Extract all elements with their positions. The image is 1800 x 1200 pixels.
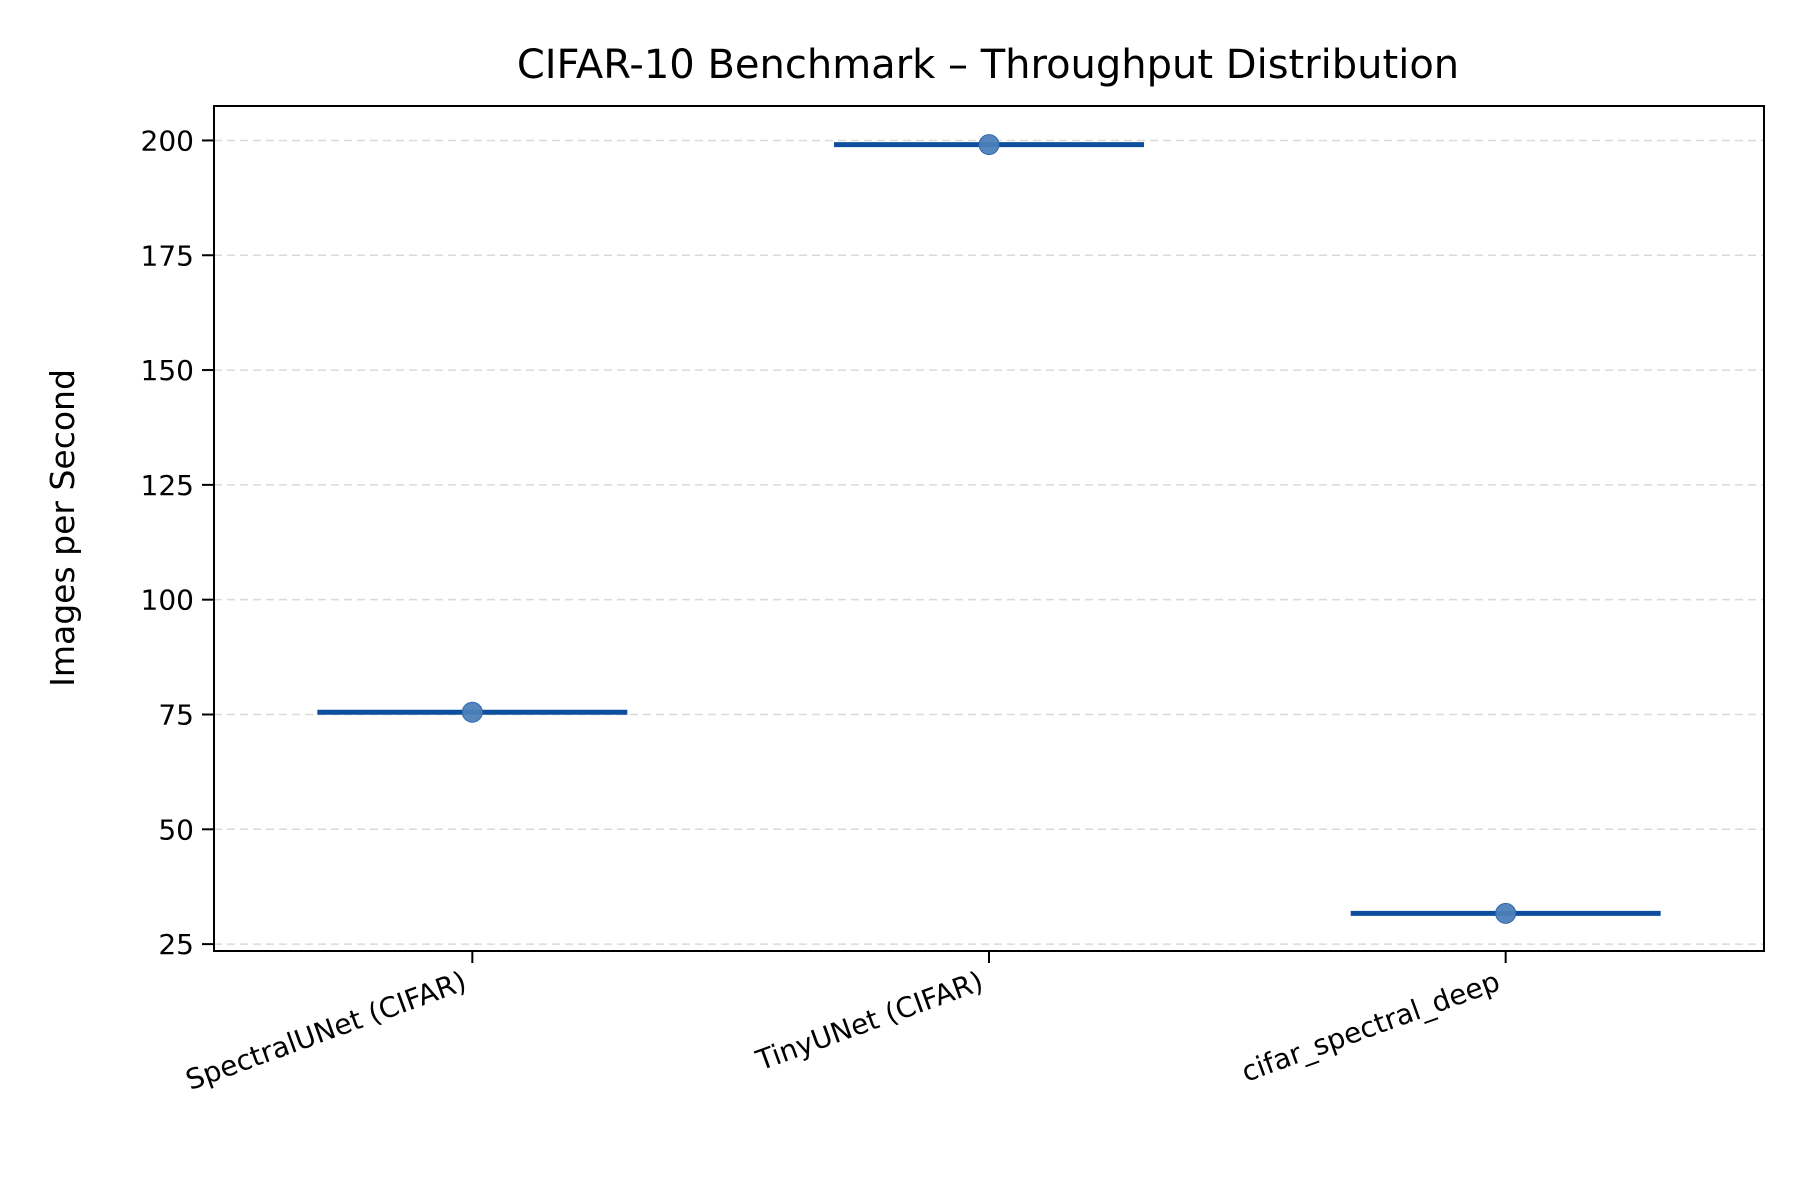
grid-lines (214, 139, 1764, 945)
data-point (978, 134, 1000, 156)
x-tick-label: cifar_spectral_deep (1237, 965, 1504, 1089)
data-point (1495, 902, 1517, 924)
y-tick-label: 100 (141, 584, 194, 617)
x-tick-label: SpectralUNet (CIFAR) (181, 965, 470, 1097)
plot-area-frame (213, 105, 1765, 952)
y-tick-label: 125 (141, 469, 194, 502)
y-tick-label: 50 (158, 813, 194, 846)
data-point (461, 701, 483, 723)
chart-title: CIFAR-10 Benchmark – Throughput Distribu… (517, 42, 1459, 88)
y-tick-label: 175 (141, 239, 194, 272)
y-tick-label: 75 (158, 698, 194, 731)
x-axis-ticks: SpectralUNet (CIFAR) TinyUNet (CIFAR) cifa… (181, 951, 1507, 1097)
data-marks (317, 134, 1661, 924)
y-tick-label: 25 (158, 928, 194, 961)
y-axis-ticks: 25 50 75 100 125 150 175 200 (141, 124, 214, 961)
y-tick-label: 150 (141, 354, 194, 387)
x-tick-label: TinyUNet (CIFAR) (751, 965, 988, 1078)
y-axis-label: Images per Second (43, 369, 82, 687)
y-tick-label: 200 (141, 124, 194, 157)
